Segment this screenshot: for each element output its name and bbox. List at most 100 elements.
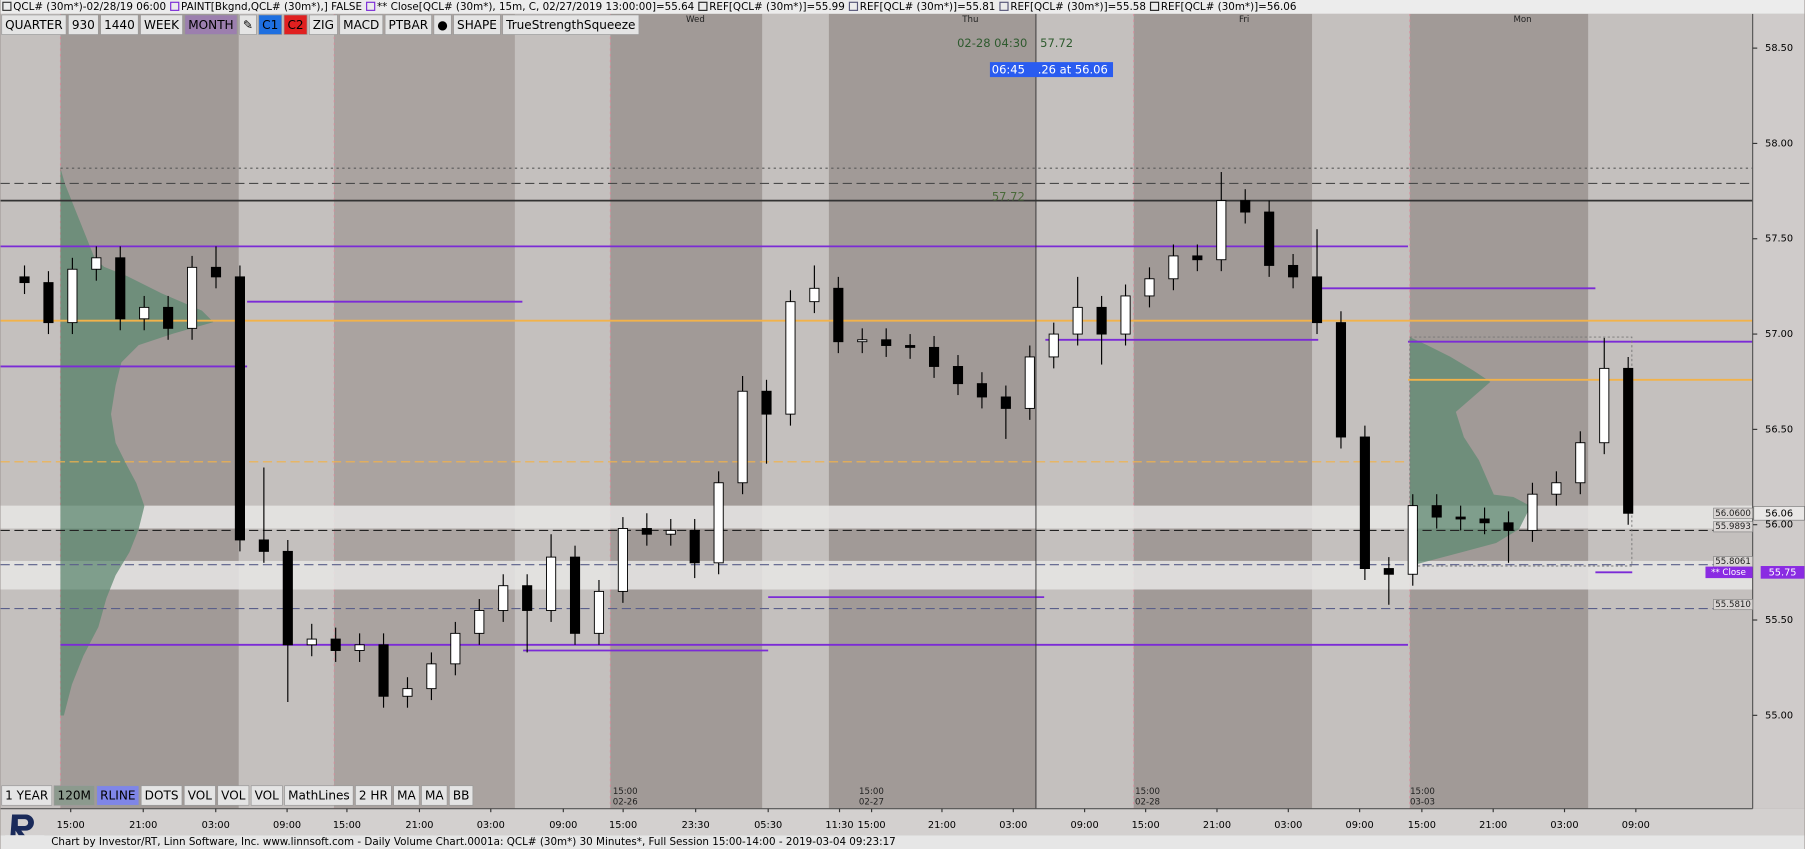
candle-body [67, 268, 78, 324]
toolbar-label[interactable]: ✎ [243, 18, 253, 32]
annotation-value: 57.72 [1040, 36, 1073, 50]
toolbar-label[interactable]: BB [453, 789, 470, 803]
toolbar-label[interactable]: 2 HR [359, 789, 389, 803]
toolbar-label[interactable]: MA [397, 789, 416, 803]
toolbar-label[interactable]: 1440 [104, 18, 135, 32]
toolbar-label[interactable]: MA [425, 789, 444, 803]
toolbar-button[interactable] [53, 785, 95, 806]
date-day: 03-03 [1410, 797, 1435, 807]
candle-body [593, 590, 605, 634]
toolbar-button[interactable] [239, 14, 257, 35]
candle-body [809, 287, 820, 303]
price-tag [1713, 507, 1753, 519]
date-time: 15:00 [613, 787, 638, 797]
toolbar-label[interactable]: MACD [343, 18, 379, 32]
toolbar-button[interactable] [393, 785, 420, 806]
annotation-time: 06:45 [992, 63, 1025, 77]
toolbar-label[interactable]: 1 YEAR [5, 789, 49, 803]
day-label: Wed [686, 15, 705, 25]
toolbar-button[interactable] [96, 785, 140, 806]
toolbar-label[interactable]: DOTS [145, 789, 179, 803]
toolbar-label[interactable]: ● [437, 18, 448, 32]
candle-body [617, 528, 628, 592]
date-time: 15:00 [859, 787, 884, 797]
toolbar-label[interactable]: 120M [58, 789, 91, 803]
header-bar [0, 0, 1805, 14]
x-axis-panel [0, 808, 1805, 836]
toolbar-button[interactable] [184, 14, 238, 35]
toolbar-label[interactable]: TrueStrengthSqueeze [505, 18, 635, 32]
toolbar-button[interactable] [1, 14, 67, 35]
header-swatch [2, 1, 12, 11]
x-tick-label: 03:00 [477, 820, 505, 831]
x-tick-label: 21:00 [1479, 820, 1507, 831]
candle-body [881, 339, 892, 346]
close-tag-value: 55.75 [1769, 567, 1797, 578]
candle-body [115, 257, 126, 320]
candle-body [1431, 505, 1442, 518]
toolbar-button[interactable] [140, 14, 183, 35]
toolbar-button[interactable] [308, 14, 338, 35]
candle-body [43, 282, 54, 324]
candle-body [1240, 200, 1251, 213]
candle-body [737, 390, 748, 484]
x-tick-label: 15:00 [858, 820, 886, 831]
header-item: REF[QCL# (30m*)]=55.58 [1010, 1, 1146, 13]
candle-body [1168, 255, 1179, 280]
date-time: 15:00 [1135, 787, 1160, 797]
header-swatch [848, 1, 859, 11]
header-item: PAINT[Bkgnd,QCL# (30m*),] FALSE [181, 1, 362, 13]
x-tick-label: 21:00 [129, 820, 157, 831]
toolbar-button[interactable] [100, 14, 139, 35]
toolbar-button[interactable] [453, 14, 501, 35]
toolbar-label[interactable]: VOL [188, 789, 213, 803]
toolbar-label[interactable]: QUARTER [5, 18, 63, 32]
toolbar-label[interactable]: C2 [287, 18, 303, 32]
toolbar-button[interactable] [339, 14, 384, 35]
toolbar-label[interactable]: C1 [262, 18, 278, 32]
toolbar-button[interactable] [283, 14, 308, 35]
toolbar-button[interactable] [217, 785, 250, 806]
toolbar-button[interactable] [421, 785, 448, 806]
x-tick-label: 23:30 [682, 820, 710, 831]
toolbar-label[interactable]: PTBAR [389, 18, 429, 32]
y-tick-label: 56.00 [1765, 520, 1793, 531]
toolbar-button[interactable] [1, 785, 53, 806]
toolbar-button[interactable] [284, 785, 354, 806]
footer-bar [0, 835, 1805, 849]
toolbar-button[interactable] [433, 14, 452, 35]
toolbar-label[interactable]: MONTH [188, 18, 233, 32]
candle-body [1407, 505, 1418, 575]
last-price-box [1753, 506, 1805, 521]
x-tick-label: 11:30 [825, 820, 853, 831]
candle-body [1575, 442, 1586, 484]
candle-body [1288, 264, 1299, 278]
toolbar-button[interactable] [140, 785, 183, 806]
header-item: ** Close[QCL# (30m*), 15m, C, 02/27/2019… [377, 1, 694, 13]
toolbar-button[interactable] [183, 785, 216, 806]
toolbar-button[interactable] [502, 14, 640, 35]
candle-body [354, 644, 365, 651]
candle-body [1144, 278, 1155, 297]
day-label: Mon [1513, 15, 1531, 25]
toolbar-label[interactable]: VOL [255, 789, 280, 803]
toolbar-label[interactable]: SHAPE [457, 18, 497, 32]
header-swatch [698, 1, 708, 11]
toolbar-button[interactable] [250, 785, 283, 806]
candle-body [1192, 255, 1203, 261]
toolbar-button[interactable] [384, 14, 432, 35]
x-tick-label: 09:00 [549, 820, 577, 831]
toolbar-label[interactable]: MathLines [288, 789, 350, 803]
toolbar-button[interactable] [449, 785, 474, 806]
toolbar-button[interactable] [355, 785, 392, 806]
candle-body [163, 306, 174, 329]
toolbar-label[interactable]: 930 [72, 18, 95, 32]
toolbar-label[interactable]: WEEK [144, 18, 180, 32]
toolbar-label[interactable]: RLINE [100, 789, 135, 803]
toolbar-label[interactable]: ZIG [313, 18, 334, 32]
toolbar-label[interactable]: VOL [221, 789, 246, 803]
toolbar-button[interactable] [258, 14, 283, 35]
candle-body [210, 266, 222, 278]
x-tick-label: 09:00 [1071, 820, 1099, 831]
toolbar-button[interactable] [68, 14, 99, 35]
